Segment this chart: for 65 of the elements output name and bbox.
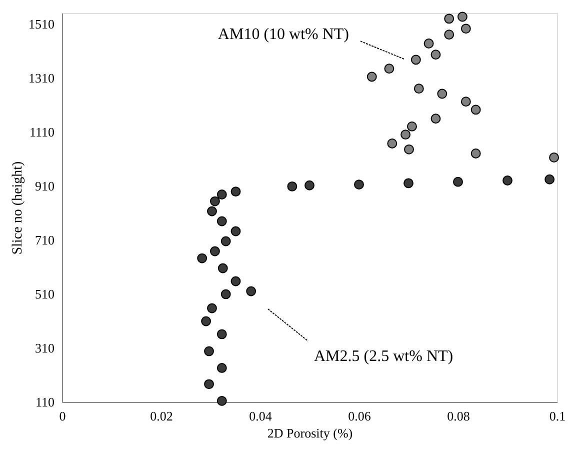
point <box>437 88 448 99</box>
point <box>230 276 241 286</box>
point <box>218 263 228 274</box>
point <box>460 96 471 107</box>
y-tick-label: 110 <box>35 394 54 410</box>
point <box>444 14 454 24</box>
point <box>216 363 227 373</box>
point <box>216 216 227 226</box>
x-axis-title: 2D Porosity (%) <box>267 426 353 440</box>
point <box>366 72 377 82</box>
point <box>220 289 231 300</box>
y-tick-label: 710 <box>35 232 54 248</box>
point <box>204 346 214 356</box>
y-tick-label: 310 <box>35 340 54 356</box>
point <box>216 329 227 340</box>
point <box>201 316 212 326</box>
point <box>230 226 241 236</box>
point <box>414 84 424 94</box>
point <box>457 12 468 22</box>
x-tick-label: 0.02 <box>150 408 173 424</box>
point <box>453 176 463 187</box>
x-tick-label: 0.1 <box>549 408 566 424</box>
point <box>354 180 364 190</box>
point <box>410 54 421 65</box>
y-axis-title: Slice no (height) <box>10 161 26 255</box>
point <box>460 24 471 34</box>
y-tick-label: 1510 <box>28 16 54 32</box>
point <box>197 253 208 264</box>
point <box>430 50 441 60</box>
point <box>400 130 410 140</box>
x-tick-label: 0 <box>59 408 66 424</box>
point <box>207 303 217 314</box>
point <box>544 174 555 184</box>
point <box>216 396 227 406</box>
point <box>387 138 398 148</box>
point <box>502 176 512 186</box>
point <box>204 379 214 390</box>
y-tick-label: 910 <box>35 178 54 194</box>
point <box>404 144 414 154</box>
x-tick-label: 0.04 <box>249 408 272 424</box>
y-tick-label: 1110 <box>29 124 54 140</box>
point <box>404 178 414 188</box>
point <box>210 246 220 256</box>
point <box>470 104 481 115</box>
point <box>444 30 454 40</box>
annotation: AM10 (10 wt% NT) <box>218 26 349 43</box>
point <box>470 148 481 158</box>
point <box>287 181 298 192</box>
point <box>384 64 394 74</box>
point <box>246 286 256 296</box>
y-tick-label: 510 <box>35 286 54 302</box>
point <box>406 121 417 132</box>
point <box>210 196 220 206</box>
point <box>304 180 314 190</box>
x-tick-label: 0.06 <box>348 408 372 424</box>
annotation: AM2.5 (2.5 wt% NT) <box>314 348 454 365</box>
y-tick-label: 1310 <box>28 70 54 86</box>
point <box>220 236 231 246</box>
point <box>216 190 227 200</box>
point <box>230 186 241 197</box>
point <box>430 114 441 124</box>
point <box>424 38 434 48</box>
x-tick-label: 0.08 <box>447 408 470 424</box>
point <box>549 152 559 162</box>
point <box>207 206 217 216</box>
